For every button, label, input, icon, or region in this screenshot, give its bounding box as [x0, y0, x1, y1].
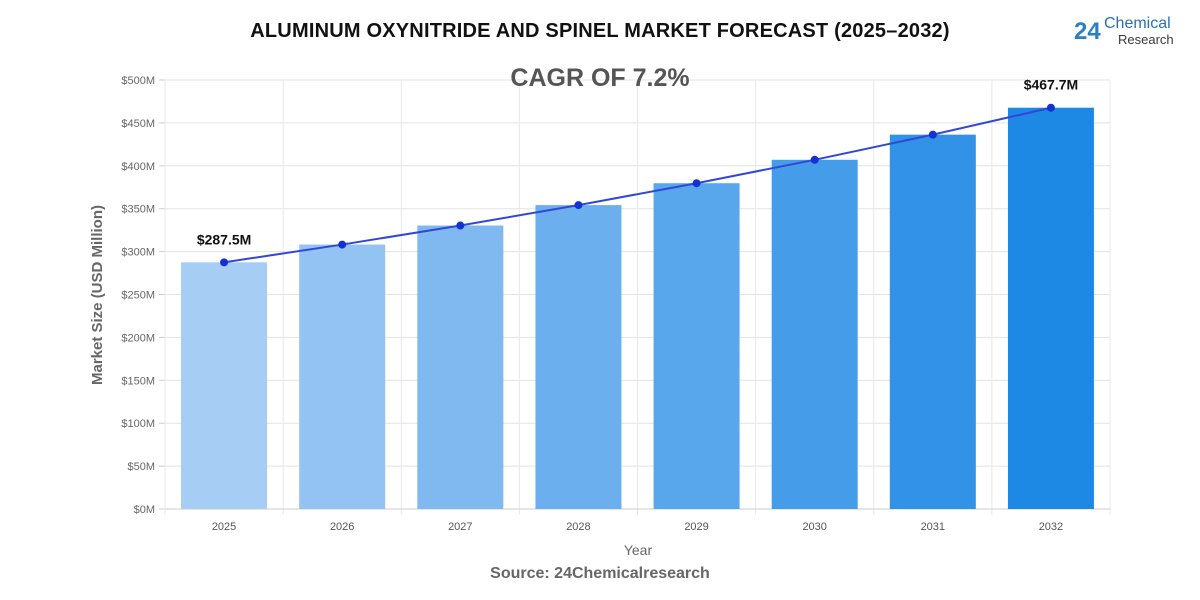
x-tick-label: 2028	[566, 521, 590, 533]
bar-2031	[889, 134, 976, 509]
source-note: Source: 24Chemicalresearch	[490, 565, 710, 582]
data-label-2032: $467.7M	[1024, 77, 1078, 93]
bar-2026	[299, 244, 386, 510]
trend-point-2025	[220, 258, 229, 267]
y-tick-label: $500M	[121, 75, 155, 87]
chart-title: ALUMINUM OXYNITRIDE AND SPINEL MARKET FO…	[250, 20, 950, 42]
bar-2028	[535, 205, 622, 509]
bar-2029	[653, 183, 740, 509]
y-tick-label: $50M	[127, 461, 155, 473]
logo: 24 Chemical Research	[1072, 12, 1200, 48]
x-tick-label: 2026	[330, 521, 354, 533]
x-tick-label: 2032	[1039, 521, 1063, 533]
trend-point-2031	[928, 130, 937, 139]
x-axis-label: Year	[624, 542, 653, 558]
y-axis-label: Market Size (USD Million)	[89, 205, 106, 385]
trend-point-2027	[456, 221, 465, 230]
y-tick-label: $350M	[121, 204, 155, 216]
x-tick-label: 2027	[448, 521, 472, 533]
trend-point-2029	[692, 179, 701, 188]
y-tick-label: $0M	[134, 504, 155, 516]
bar-2032	[1007, 107, 1094, 509]
y-tick-label: $250M	[121, 290, 155, 302]
x-tick-label: 2029	[684, 521, 708, 533]
y-tick-label: $100M	[121, 418, 155, 430]
bar-2027	[417, 225, 504, 510]
logo-number: 24	[1074, 18, 1101, 45]
x-tick-label: 2030	[802, 521, 826, 533]
bar-2025	[181, 262, 268, 509]
y-tick-label: $400M	[121, 161, 155, 173]
y-tick-label: $450M	[121, 118, 155, 130]
trend-point-2026	[338, 240, 347, 249]
trend-line	[223, 106, 1052, 264]
trend-point-2028	[574, 201, 583, 210]
y-tick-label: $200M	[121, 332, 155, 344]
trend-point-2032	[1046, 103, 1055, 112]
data-label-2025: $287.5M	[197, 231, 251, 247]
y-tick-label: $300M	[121, 247, 155, 259]
trend-point-2030	[810, 155, 819, 164]
bar-2030	[771, 159, 858, 509]
x-tick-label: 2025	[212, 521, 236, 533]
cagr-annotation: CAGR OF 7.2%	[510, 64, 689, 92]
y-tick-label: $150M	[121, 375, 155, 387]
logo-line1: Chemical	[1104, 15, 1171, 32]
x-tick-label: 2031	[921, 521, 945, 533]
logo-line2: Research	[1118, 32, 1174, 47]
